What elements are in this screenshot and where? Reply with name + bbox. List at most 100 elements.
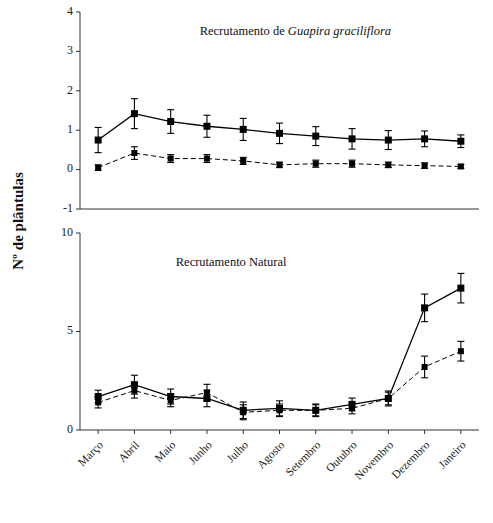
- error-cap: [349, 398, 356, 399]
- error-cap: [167, 109, 174, 110]
- error-bar: [312, 160, 319, 167]
- marker: [312, 133, 319, 140]
- error-cap: [240, 419, 247, 420]
- marker: [131, 110, 138, 117]
- y-tick-label: 5: [67, 323, 73, 337]
- error-cap: [203, 137, 210, 138]
- y-tick: [76, 51, 80, 52]
- error-cap: [167, 388, 174, 389]
- error-cap: [421, 321, 428, 322]
- annotation-part: Recrutamento Natural: [176, 254, 287, 268]
- error-cap: [312, 416, 319, 417]
- error-cap: [421, 146, 428, 147]
- error-cap: [349, 167, 356, 168]
- error-cap: [385, 392, 392, 393]
- error-bar: [203, 384, 210, 401]
- error-bar: [167, 155, 174, 163]
- error-cap: [203, 154, 210, 155]
- error-bar: [95, 165, 102, 171]
- y-tick-label: 3: [67, 43, 73, 57]
- x-tick: [315, 430, 316, 434]
- error-cap: [349, 149, 356, 150]
- x-tick-label: Setembro: [283, 438, 323, 478]
- error-cap: [167, 394, 174, 395]
- series-line: [98, 288, 461, 410]
- y-tick: [76, 331, 80, 332]
- x-tick: [279, 430, 280, 434]
- error-bar: [421, 131, 428, 147]
- error-cap: [312, 167, 319, 168]
- error-cap: [276, 400, 283, 401]
- error-cap: [276, 416, 283, 417]
- x-tick: [134, 430, 135, 434]
- marker: [204, 390, 210, 396]
- annotation: Recrutamento de Guapira graciliflora: [200, 24, 391, 38]
- error-cap: [385, 149, 392, 150]
- error-cap: [203, 384, 210, 385]
- y-tick-label: -1: [63, 201, 73, 215]
- error-bar: [385, 131, 392, 150]
- error-cap: [421, 294, 428, 295]
- y-tick-label: 0: [67, 161, 73, 175]
- error-cap: [421, 356, 428, 357]
- plot-data: [95, 273, 465, 419]
- error-bar: [312, 127, 319, 146]
- error-cap: [385, 390, 392, 391]
- marker: [385, 162, 391, 168]
- error-cap: [167, 133, 174, 134]
- error-cap: [276, 143, 283, 144]
- marker: [421, 135, 428, 142]
- error-cap: [240, 140, 247, 141]
- x-tick: [424, 430, 425, 434]
- plot-data: [95, 99, 465, 171]
- y-tick: [76, 430, 80, 431]
- error-cap: [349, 402, 356, 403]
- error-bar: [349, 403, 356, 414]
- y-axis-label: Nº de plântulas: [10, 172, 26, 270]
- error-cap: [240, 164, 247, 165]
- error-cap: [131, 146, 138, 147]
- error-bar: [167, 110, 174, 134]
- x-tick: [352, 430, 353, 434]
- error-bar: [131, 383, 138, 398]
- error-cap: [276, 123, 283, 124]
- y-axis: [80, 12, 81, 209]
- error-bar: [131, 147, 138, 160]
- error-cap: [312, 145, 319, 146]
- y-tick: [76, 130, 80, 131]
- marker: [313, 407, 319, 413]
- error-cap: [95, 127, 102, 128]
- subplot: -1 0 1 2 3 4 Recrutamento de Guapira gracilifl…: [63, 4, 479, 215]
- marker: [240, 126, 247, 133]
- error-bar: [276, 404, 283, 417]
- error-cap: [385, 130, 392, 131]
- error-cap: [240, 401, 247, 402]
- x-tick-label: Novembro: [352, 438, 395, 481]
- y-tick-label: 1: [67, 122, 73, 136]
- marker: [240, 409, 246, 415]
- error-bar: [385, 391, 392, 406]
- annotation: Recrutamento Natural: [176, 254, 287, 268]
- x-tick: [388, 430, 389, 434]
- y-tick-label: 2: [67, 83, 73, 97]
- y-tick: [76, 209, 80, 210]
- y-tick-label: 0: [67, 422, 73, 436]
- error-cap: [131, 398, 138, 399]
- error-bar: [276, 401, 283, 416]
- marker: [313, 161, 319, 167]
- error-bar: [167, 394, 174, 407]
- marker: [349, 161, 355, 167]
- error-cap: [95, 390, 102, 391]
- marker: [168, 397, 174, 403]
- error-cap: [167, 162, 174, 163]
- y-tick: [76, 12, 80, 13]
- error-bar: [95, 127, 102, 152]
- y-tick-label: 4: [67, 4, 73, 18]
- error-bar: [95, 397, 102, 408]
- error-cap: [203, 115, 210, 116]
- marker: [458, 163, 464, 169]
- x-tick-label: Abril: [116, 439, 142, 465]
- error-cap: [312, 160, 319, 161]
- error-cap: [240, 157, 247, 158]
- error-cap: [312, 415, 319, 416]
